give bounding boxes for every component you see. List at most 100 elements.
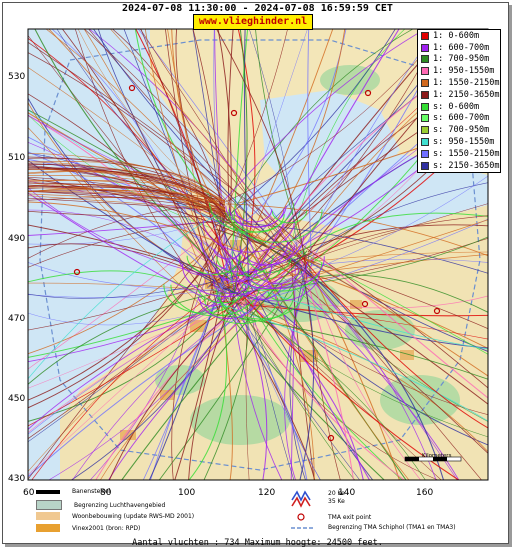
flight-track: [48, 304, 242, 480]
flight-track: [207, 312, 488, 380]
flight-track: [28, 109, 295, 265]
flight-track: [255, 29, 312, 272]
flight-track: [254, 268, 300, 285]
ke20-label: 20 Ke: [328, 490, 345, 497]
legend-swatch: [421, 67, 429, 76]
flight-track: [217, 29, 232, 216]
flight-track: [28, 190, 226, 219]
flight-track: [28, 227, 238, 401]
flight-track: [28, 161, 226, 202]
altitude-legend: 1: 0-600m 1: 600-700m 1: 700-950m 1: 950-15…: [417, 29, 501, 173]
legend-swatch: [421, 102, 429, 111]
flight-track: [238, 219, 488, 300]
flight-track: [228, 209, 323, 243]
flight-track: [299, 251, 488, 355]
flight-track: [237, 303, 439, 480]
flight-track: [28, 159, 239, 296]
flight-track: [211, 175, 488, 303]
flight-track: [215, 211, 488, 405]
flight-track: [235, 271, 320, 302]
flight-track: [28, 211, 223, 379]
legend-swatch: [421, 43, 429, 52]
flight-track: [229, 208, 285, 228]
flight-track: [34, 29, 231, 281]
flight-track: [221, 29, 413, 230]
legend-label: s: 2150-3650m: [433, 160, 500, 171]
flight-track: [249, 29, 299, 274]
x-tick-60: 60: [23, 488, 35, 498]
legend-label: s: 1550-2150m: [433, 148, 500, 159]
legend-label: 1: 2150-3650m: [433, 89, 500, 100]
legend-woonbebouwing: Woonbebouwing (update RWS-MD 2001): [36, 512, 194, 520]
flight-track: [199, 298, 257, 320]
flight-track: [28, 278, 221, 331]
flight-track: [213, 281, 250, 295]
flight-track: [28, 167, 226, 218]
site-banner[interactable]: www.vlieghinder.nl: [193, 14, 313, 30]
flight-track: [292, 267, 488, 349]
flight-track: [28, 301, 227, 435]
legend-item: s: 2150-3650m: [418, 160, 500, 172]
flight-track: [231, 29, 248, 306]
y-tick-530: 530: [8, 72, 26, 82]
legend-label: s: 600-700m: [433, 113, 490, 124]
flight-track: [170, 284, 261, 317]
legend-item: s: 1550-2150m: [418, 148, 500, 160]
flight-track: [241, 263, 323, 292]
flight-track: [188, 279, 241, 480]
legend-swatch: [421, 90, 429, 99]
flight-track: [310, 269, 400, 480]
flight-track: [222, 302, 308, 480]
legend-swatch: [421, 114, 429, 123]
flight-track: [228, 290, 268, 480]
flight-track: [28, 299, 226, 422]
flight-track: [28, 201, 295, 276]
flight-track: [202, 220, 295, 253]
flight-track: [28, 187, 226, 202]
tma-border-label: Begrenzing TMA Schiphol (TMA1 en TMA3): [328, 524, 456, 531]
flight-track: [28, 163, 226, 218]
flight-track: [226, 203, 488, 257]
x-tick-100: 100: [178, 488, 196, 498]
legend-luchthaven: Begrenzing Luchthavengebied: [36, 500, 165, 510]
flight-track: [165, 29, 220, 313]
flight-track: [28, 225, 218, 370]
flight-track: [310, 274, 421, 480]
flight-track: [196, 284, 249, 304]
flight-track: [240, 301, 488, 438]
flight-track: [230, 254, 488, 285]
vinex-swatch: [36, 524, 60, 532]
flight-track: [216, 29, 307, 280]
y-tick-510: 510: [8, 153, 26, 163]
flight-track: [28, 42, 313, 254]
flight-track: [227, 29, 288, 206]
flight-track: [212, 208, 374, 480]
flight-track: [215, 267, 256, 283]
flight-track: [163, 284, 243, 314]
x-tick-160: 160: [416, 488, 434, 498]
flight-track: [213, 258, 488, 288]
flight-track: [290, 262, 296, 480]
x-tick-80: 80: [100, 488, 112, 498]
flight-track: [181, 263, 273, 298]
legend-swatch: [421, 161, 429, 170]
runway-swatch: [36, 489, 60, 494]
flight-track: [284, 259, 314, 480]
flight-track: [232, 223, 295, 480]
flight-track: [178, 257, 228, 276]
flight-track: [219, 295, 295, 322]
flight-track: [28, 314, 206, 389]
flight-track: [311, 250, 488, 399]
flight-summary: Aantal vluchten : 734 Maximum hoogte: 24…: [132, 538, 383, 548]
flight-track: [293, 258, 445, 480]
flight-track: [232, 29, 346, 281]
legend-label: 1: 700-950m: [433, 54, 490, 65]
flight-track: [234, 209, 273, 223]
airport-area-swatch: [36, 500, 62, 510]
flight-track: [197, 296, 226, 307]
legend-label: s: 0-600m: [433, 101, 480, 112]
legend-banenstelsel: Banenstelsel: [36, 488, 110, 495]
flight-track: [142, 227, 240, 480]
flight-track: [28, 210, 228, 218]
flight-track: [28, 191, 226, 206]
